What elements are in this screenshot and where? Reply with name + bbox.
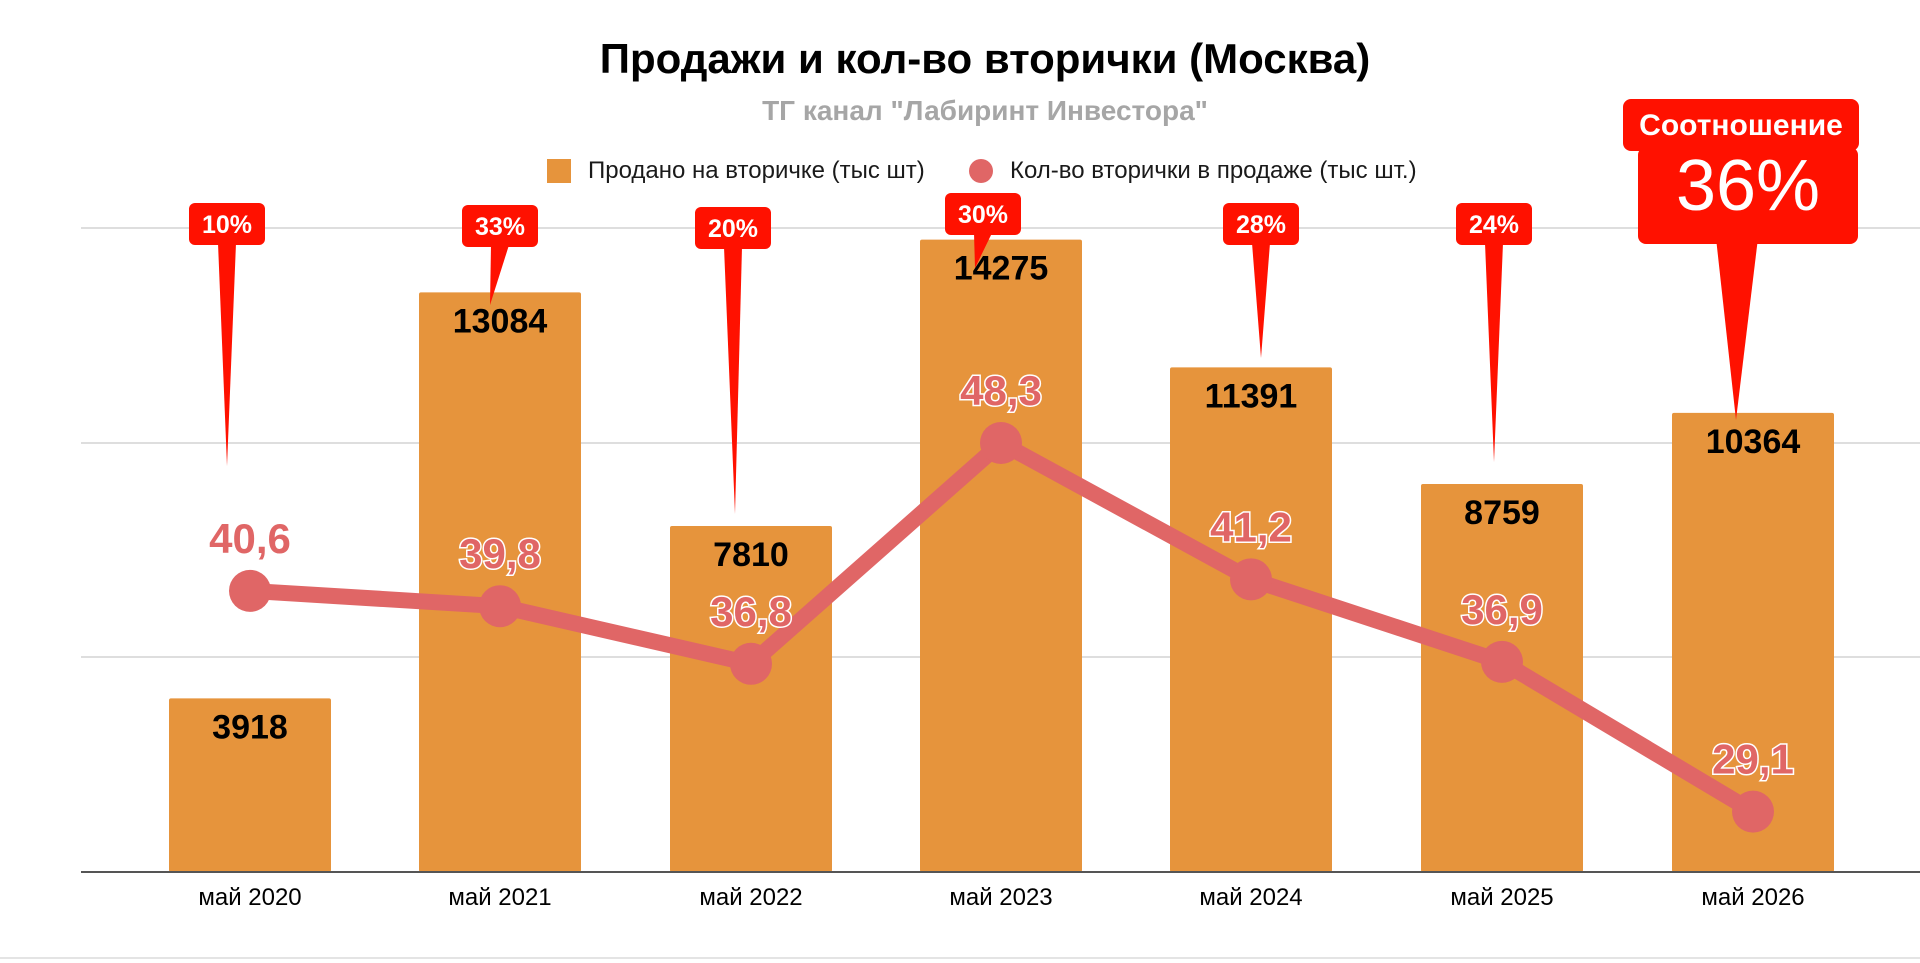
callout-pointer <box>490 245 509 305</box>
line-value-label: 40,6 <box>209 515 291 562</box>
ratio-callout: 24% <box>1456 203 1532 462</box>
x-tick-label: май 2022 <box>699 884 802 911</box>
highlight-callout: Соотношение 36% <box>1623 99 1859 420</box>
line-point <box>980 422 1022 464</box>
callout-value: 24% <box>1469 211 1519 239</box>
highlight-callout-heading: Соотношение <box>1639 109 1843 142</box>
callout-value: 30% <box>958 201 1008 229</box>
highlight-callout-value: 36% <box>1676 146 1820 226</box>
line-value-label: 36,8 <box>710 588 792 635</box>
line-value-label: 39,8 <box>459 530 541 577</box>
ratio-callout: 33% <box>462 205 538 305</box>
bar-value-label: 3918 <box>212 708 288 746</box>
x-tick-label: май 2021 <box>448 884 551 911</box>
bar-value-labels: 3918 13084 7810 14275 11391 8759 10364 <box>212 250 1800 747</box>
callout-pointer <box>724 247 742 514</box>
callout-box <box>462 205 538 247</box>
bar <box>169 698 331 872</box>
legend-line-swatch <box>969 159 993 183</box>
legend-bar-swatch <box>547 159 571 183</box>
ratio-callout: 20% <box>695 207 771 514</box>
bar <box>1170 367 1332 872</box>
legend-bar-label: Продано на вторичке (тыс шт) <box>588 157 925 184</box>
bar-value-label: 14275 <box>954 250 1049 288</box>
line-value-label: 48,3 <box>960 367 1042 414</box>
legend: Продано на вторичке (тыс шт) Кол-во втор… <box>547 157 1417 184</box>
callout-pointer <box>974 233 992 268</box>
x-tick-label: май 2020 <box>198 884 301 911</box>
callout-value: 10% <box>202 211 252 239</box>
callout-value: 28% <box>1236 211 1286 239</box>
callout-box <box>189 203 265 245</box>
line-point <box>1230 558 1272 601</box>
chart-title: Продажи и кол-во вторички (Москва) <box>600 35 1370 82</box>
x-tick-label: май 2024 <box>1199 884 1302 911</box>
ratio-callout: 10% <box>189 203 265 466</box>
highlight-callout-pointer <box>1716 238 1758 420</box>
x-tick-label: май 2026 <box>1701 884 1804 911</box>
bottom-divider <box>0 957 1920 959</box>
bar <box>419 292 581 873</box>
bar <box>670 526 832 872</box>
bar-value-label: 7810 <box>713 536 789 574</box>
ratio-callout: 30% <box>945 193 1021 268</box>
line-point <box>229 569 271 612</box>
bar-series <box>169 239 1834 873</box>
chart-subtitle: ТГ канал "Лабиринт Инвестора" <box>762 95 1208 126</box>
line-value-labels: 40,6 39,8 36,8 48,3 41,2 36,9 29,1 <box>208 366 1796 785</box>
line-value-label: 29,1 <box>1712 736 1794 783</box>
line-series <box>229 422 1774 833</box>
line-value-label: 36,9 <box>1461 586 1543 633</box>
x-axis: май 2020 май 2021 май 2022 май 2023 май 2024… <box>81 871 1920 911</box>
bar-value-label: 11391 <box>1205 377 1298 415</box>
line-value-label: 41,2 <box>1210 503 1292 550</box>
callout-value: 20% <box>708 215 758 243</box>
bar-value-label: 10364 <box>1706 423 1801 461</box>
highlight-callout-header <box>1623 99 1859 151</box>
x-tick-label: май 2023 <box>949 884 1052 911</box>
line-point <box>730 642 772 685</box>
line-point <box>1732 790 1774 833</box>
highlight-callout-box <box>1638 147 1858 244</box>
line-point <box>479 585 521 628</box>
callout-box <box>1223 203 1299 245</box>
bar <box>1672 412 1834 872</box>
bar-value-label: 13084 <box>453 302 548 340</box>
callout-pointer <box>1252 243 1270 358</box>
x-tick-label: май 2025 <box>1450 884 1553 911</box>
line-point <box>1481 640 1523 683</box>
bar-value-label: 8759 <box>1464 494 1540 532</box>
bar <box>920 239 1082 872</box>
callout-box <box>695 207 771 249</box>
callout-box <box>1456 203 1532 245</box>
callout-pointer <box>1485 243 1503 462</box>
ratio-callouts: 10% 33% 20% 30% 28% 24% Соотношение 36% <box>189 99 1859 514</box>
callout-value: 33% <box>475 213 525 241</box>
callout-box <box>945 193 1021 235</box>
ratio-callout: 28% <box>1223 203 1299 358</box>
legend-line-label: Кол-во вторички в продаже (тыс шт.) <box>1010 157 1417 184</box>
callout-pointer <box>218 243 236 466</box>
